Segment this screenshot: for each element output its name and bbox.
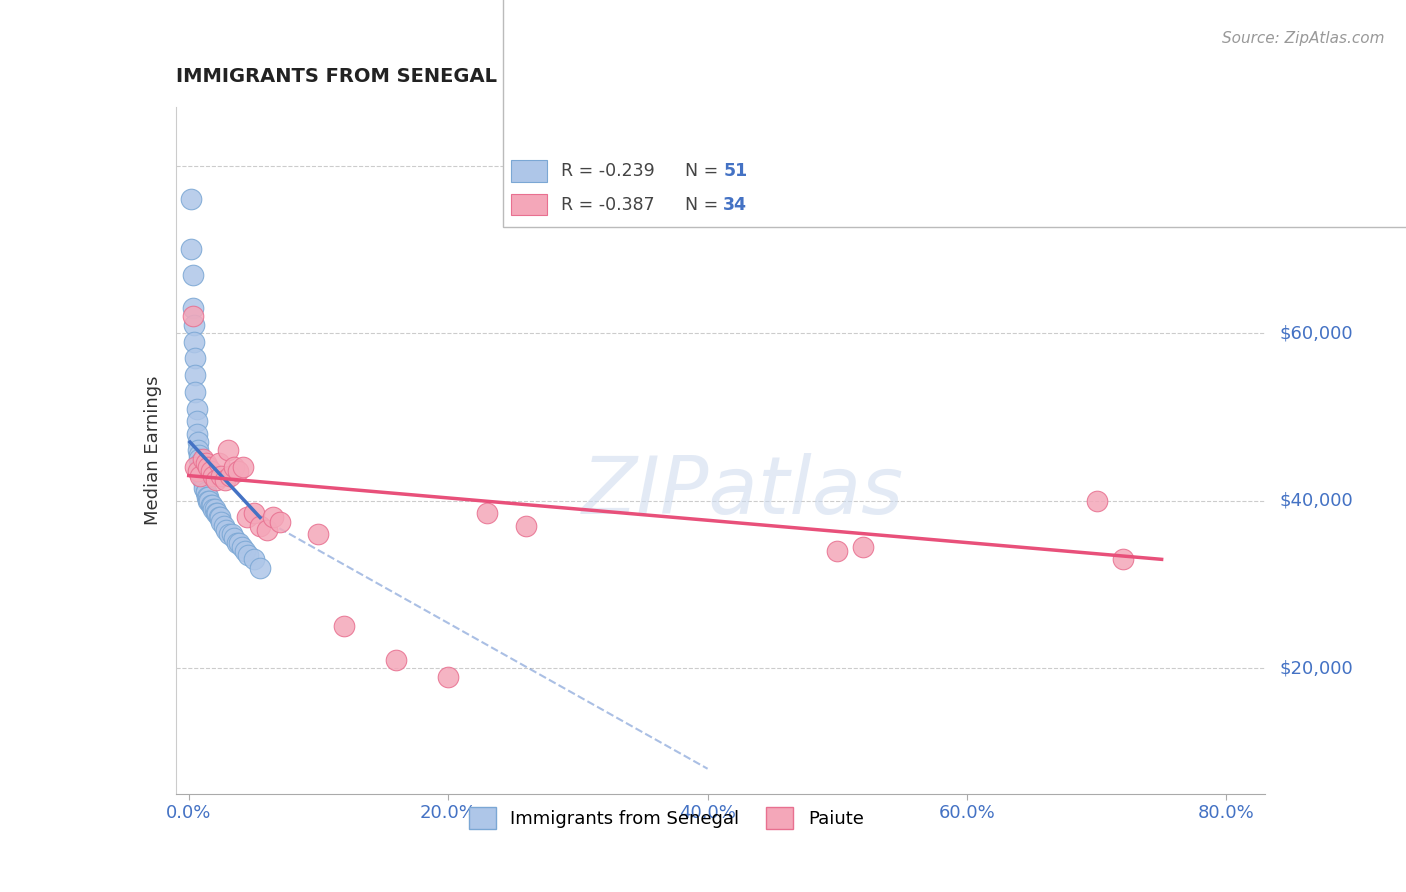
Point [190, 468, 212, 483]
Point [190, 464, 212, 478]
Point [225, 535, 247, 549]
Point [256, 523, 278, 537]
Point [214, 473, 236, 487]
Point [236, 510, 259, 524]
Point [228, 535, 250, 549]
Point [852, 540, 875, 554]
Point [208, 510, 231, 524]
Point [515, 519, 537, 533]
Point [191, 451, 214, 466]
Point [233, 544, 256, 558]
Point [198, 493, 221, 508]
Point [197, 493, 219, 508]
Point [180, 192, 202, 206]
Point [219, 468, 242, 483]
Point [232, 460, 254, 475]
Point [191, 468, 214, 483]
Point [221, 527, 243, 541]
Point [186, 401, 208, 416]
Point [1085, 493, 1108, 508]
Point [190, 460, 212, 475]
Point [180, 243, 202, 257]
Point [1112, 552, 1135, 566]
Point [187, 443, 209, 458]
Point [238, 548, 260, 562]
Point [269, 515, 291, 529]
Point [209, 468, 232, 483]
Point [475, 506, 498, 520]
Point [212, 519, 235, 533]
Point [191, 473, 214, 487]
Point [193, 477, 215, 491]
Point [437, 670, 460, 684]
Point [193, 481, 215, 495]
Point [200, 498, 222, 512]
Point [224, 460, 246, 475]
Text: $20,000: $20,000 [1279, 659, 1353, 677]
Point [183, 334, 205, 349]
Point [262, 510, 284, 524]
Point [226, 464, 249, 478]
Point [181, 301, 204, 315]
Point [197, 460, 219, 475]
Point [188, 448, 211, 462]
Point [194, 485, 217, 500]
Point [194, 485, 217, 500]
Point [307, 527, 329, 541]
Point [231, 540, 253, 554]
Point [184, 460, 207, 475]
Point [242, 552, 264, 566]
Point [207, 506, 229, 520]
Point [201, 498, 224, 512]
Point [827, 544, 849, 558]
Point [385, 653, 408, 667]
Y-axis label: Median Earnings: Median Earnings [143, 376, 162, 525]
Point [205, 473, 228, 487]
Point [207, 510, 229, 524]
Point [333, 619, 356, 633]
Point [181, 310, 204, 324]
Point [186, 414, 208, 428]
Text: $60,000: $60,000 [1279, 324, 1353, 343]
Text: IMMIGRANTS FROM SENEGAL VS PAIUTE MEDIAN EARNINGS CORRELATION CHART: IMMIGRANTS FROM SENEGAL VS PAIUTE MEDIAN… [176, 67, 1070, 86]
Point [184, 384, 207, 399]
Point [194, 456, 217, 470]
Point [187, 435, 209, 450]
Text: Source: ZipAtlas.com: Source: ZipAtlas.com [1222, 31, 1385, 46]
Point [186, 426, 208, 441]
Point [181, 268, 204, 282]
Point [218, 527, 240, 541]
Text: ZIPatlas: ZIPatlas [581, 452, 904, 531]
Point [190, 468, 212, 483]
Point [204, 502, 226, 516]
Point [224, 532, 246, 546]
Point [249, 519, 271, 533]
Point [242, 506, 264, 520]
Point [200, 464, 222, 478]
Point [183, 318, 205, 332]
Point [215, 523, 238, 537]
Point [187, 464, 209, 478]
Point [184, 351, 207, 366]
Point [217, 443, 239, 458]
Point [195, 490, 218, 504]
Point [207, 456, 229, 470]
Text: $80,000: $80,000 [1279, 157, 1353, 175]
Point [202, 502, 225, 516]
Point [209, 515, 232, 529]
Point [205, 506, 228, 520]
Legend: Immigrants from Senegal, Paiute: Immigrants from Senegal, Paiute [461, 800, 870, 837]
Point [190, 456, 212, 470]
Point [184, 368, 207, 382]
Text: $40,000: $40,000 [1279, 491, 1353, 509]
Point [197, 490, 219, 504]
Point [249, 560, 271, 574]
Point [188, 451, 211, 466]
Point [202, 468, 225, 483]
